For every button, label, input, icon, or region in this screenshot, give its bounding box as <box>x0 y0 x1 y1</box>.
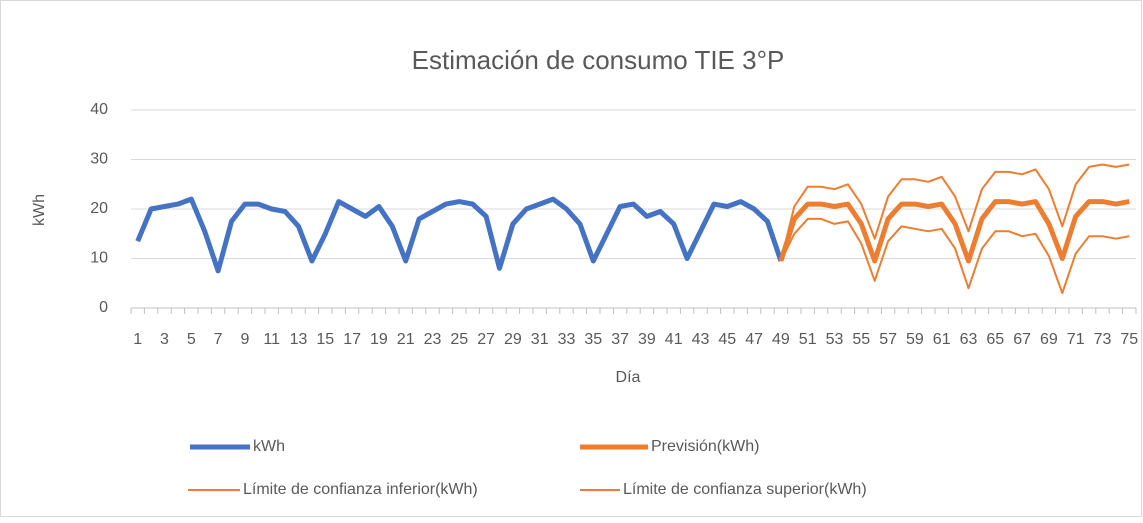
legend-label: kWh <box>253 438 285 455</box>
x-tick-label: 17 <box>343 331 361 348</box>
x-tick-label: 35 <box>584 331 602 348</box>
x-tick-label: 71 <box>1067 331 1085 348</box>
x-tick-label: 59 <box>906 331 924 348</box>
series-line <box>778 199 1130 264</box>
chart-title: Estimación de consumo TIE 3°P <box>412 45 785 75</box>
legend-label: Límite de confianza superior(kWh) <box>623 481 867 498</box>
x-tick-label: 21 <box>397 331 415 348</box>
x-tick-label: 23 <box>424 331 442 348</box>
x-tick-label: 37 <box>611 331 629 348</box>
y-tick-label: 30 <box>90 151 108 168</box>
x-tick-label: 15 <box>316 331 334 348</box>
x-tick-label: 29 <box>504 331 522 348</box>
x-tick-label: 11 <box>263 331 280 348</box>
x-tick-label: 67 <box>1013 331 1031 348</box>
x-tick-label: 69 <box>1040 331 1058 348</box>
y-tick-label: 0 <box>99 299 108 316</box>
x-tick-label: 55 <box>852 331 870 348</box>
x-tick-label: 65 <box>986 331 1004 348</box>
x-tick-label: 33 <box>558 331 576 348</box>
x-tick-label: 19 <box>370 331 388 348</box>
x-axis-label: Día <box>616 369 641 386</box>
x-tick-label: 61 <box>933 331 951 348</box>
x-tick-label: 27 <box>477 331 495 348</box>
x-tick-label: 25 <box>450 331 468 348</box>
series-line <box>135 196 784 274</box>
x-tick-label: 3 <box>160 331 169 348</box>
x-tick-label: 5 <box>187 331 196 348</box>
x-tick-label: 39 <box>638 331 656 348</box>
legend-label: Límite de confianza inferior(kWh) <box>243 481 478 498</box>
series-line <box>779 163 1130 262</box>
y-axis-label: kWh <box>31 194 48 226</box>
series-line <box>780 217 1130 295</box>
x-tick-label: 31 <box>531 331 549 348</box>
x-tick-label: 63 <box>960 331 978 348</box>
x-tick-label: 73 <box>1094 331 1112 348</box>
x-tick-label: 47 <box>745 331 763 348</box>
x-tick-label: 9 <box>240 331 249 348</box>
x-tick-label: 57 <box>879 331 897 348</box>
x-tick-label: 43 <box>692 331 710 348</box>
x-tick-label: 7 <box>214 331 223 348</box>
x-tick-label: 45 <box>718 331 736 348</box>
x-tick-label: 53 <box>826 331 844 348</box>
x-tick-label: 75 <box>1120 331 1138 348</box>
legend-label: Previsión(kWh) <box>651 438 759 455</box>
x-tick-label: 13 <box>290 331 308 348</box>
y-tick-label: 10 <box>90 250 108 267</box>
x-tick-label: 51 <box>799 331 817 348</box>
x-tick-label: 1 <box>133 331 142 348</box>
y-tick-label: 40 <box>90 101 108 118</box>
y-tick-label: 20 <box>90 200 108 217</box>
x-tick-label: 41 <box>665 331 683 348</box>
x-tick-label: 49 <box>772 331 790 348</box>
